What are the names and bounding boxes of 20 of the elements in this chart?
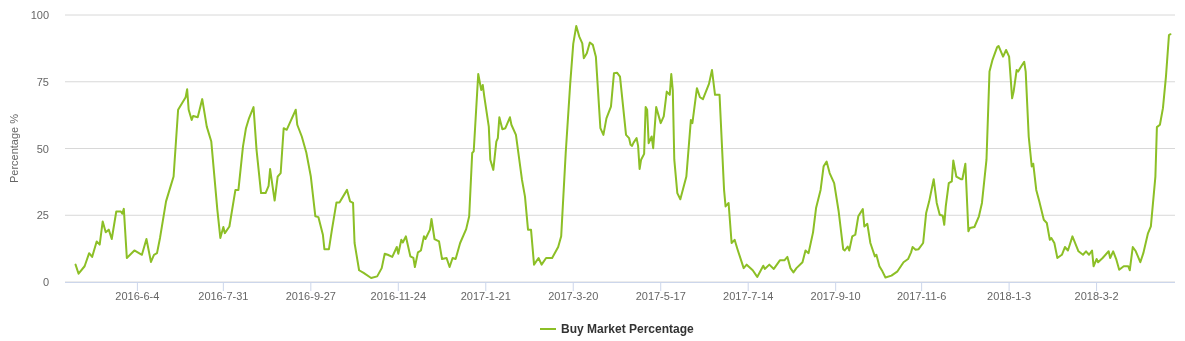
x-tick-label: 2017-11-6 (896, 290, 947, 302)
x-tick-label: 2016-7-31 (198, 290, 249, 302)
y-axis-title: Percentage % (8, 113, 20, 184)
line-series (74, 24, 1172, 279)
y-tick-label: 25 (36, 209, 49, 222)
x-tick-label: 2016-6-4 (115, 290, 160, 302)
x-tick-label: 2017-5-17 (635, 290, 686, 302)
x-tick-label: 2017-3-20 (548, 290, 599, 302)
x-tick-label: 2018-1-3 (987, 290, 1032, 302)
x-tick-label: 2016-9-27 (285, 290, 336, 302)
x-tick-label: 2017-9-10 (810, 290, 861, 302)
y-tick-label: 50 (36, 142, 49, 155)
x-tick-label: 2017-1-21 (460, 290, 511, 302)
y-tick-label: 0 (42, 276, 49, 288)
y-tick-label: 75 (36, 75, 49, 88)
x-tick-label: 2018-3-2 (1074, 290, 1119, 302)
x-tick-label: 2017-7-14 (723, 290, 774, 302)
x-tick-label: 2016-11-24 (370, 290, 427, 302)
y-tick-label: 100 (30, 9, 49, 21)
legend-label: Buy Market Percentage (561, 322, 695, 336)
